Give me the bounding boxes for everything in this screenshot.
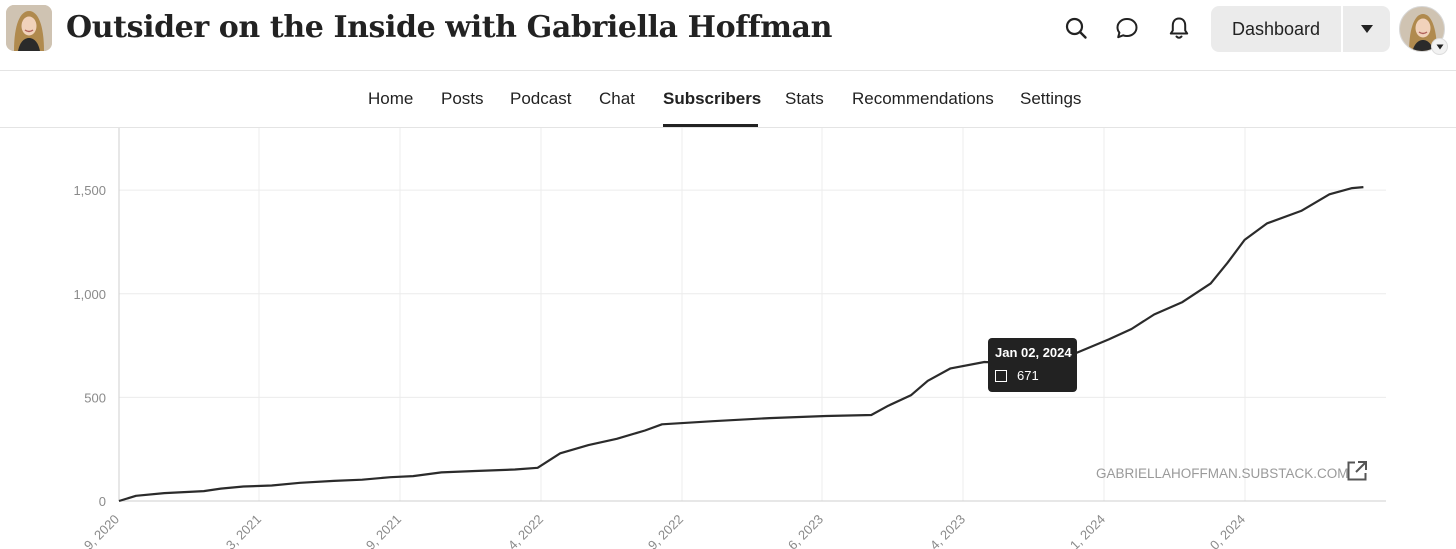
- top-header: Outsider on the Inside with Gabriella Ho…: [0, 0, 1456, 71]
- publication-logo[interactable]: [6, 5, 52, 51]
- y-tick-label: 1,500: [73, 183, 106, 198]
- x-tick-label: 3, 2021: [223, 512, 264, 549]
- tooltip-swatch: [995, 370, 1007, 382]
- publication-title[interactable]: Outsider on the Inside with Gabriella Ho…: [66, 10, 832, 45]
- active-tab-indicator: [663, 124, 758, 127]
- x-tick-label: 4, 2023: [927, 512, 968, 549]
- tab-podcast[interactable]: Podcast: [510, 89, 572, 108]
- external-link-icon[interactable]: [1345, 459, 1369, 483]
- tab-home[interactable]: Home: [368, 89, 414, 108]
- bell-icon[interactable]: [1165, 14, 1193, 42]
- search-icon[interactable]: [1062, 14, 1090, 42]
- y-tick-label: 500: [84, 390, 106, 405]
- tab-chat[interactable]: Chat: [599, 89, 635, 108]
- tab-recommendations[interactable]: Recommendations: [852, 89, 994, 108]
- x-tick-label: 9, 2022: [645, 512, 686, 549]
- avatar-caret-icon[interactable]: [1431, 38, 1448, 55]
- x-tick-label: 0, 2024: [1207, 512, 1248, 549]
- x-tick-label: 6, 2023: [785, 512, 826, 549]
- dashboard-button[interactable]: Dashboard: [1211, 6, 1341, 52]
- x-tick-label: 9, 2021: [363, 512, 404, 549]
- subscriber-series-line: [118, 186, 1364, 503]
- x-tick-label: 1, 2024: [1067, 512, 1108, 549]
- chart-tooltip: Jan 02, 2024 671: [988, 338, 1077, 392]
- dashboard-nav: Home Posts Podcast Chat Subscribers Stat…: [0, 71, 1456, 128]
- caret-down-icon: [1360, 25, 1373, 33]
- tab-subscribers[interactable]: Subscribers: [663, 89, 762, 108]
- subscriber-chart: 0 500 1,000 1,500 9, 2020 3, 2021 9, 2021 4, 20…: [0, 128, 1456, 549]
- tab-posts[interactable]: Posts: [441, 89, 484, 108]
- x-tick-label: 4, 2022: [505, 512, 546, 549]
- chat-bubble-icon[interactable]: [1113, 14, 1141, 42]
- tab-stats[interactable]: Stats: [785, 89, 824, 108]
- tab-settings[interactable]: Settings: [1020, 89, 1082, 108]
- x-tick-label: 9, 2020: [81, 512, 122, 549]
- y-tick-label: 0: [99, 494, 106, 509]
- dashboard-menu-button[interactable]: [1343, 6, 1390, 52]
- y-tick-label: 1,000: [73, 287, 106, 302]
- tooltip-date: Jan 02, 2024: [995, 345, 1072, 360]
- tooltip-value: 671: [1017, 368, 1039, 383]
- chart-svg: 0 500 1,000 1,500 9, 2020 3, 2021 9, 2021 4, 20…: [73, 128, 1386, 549]
- user-avatar[interactable]: [1399, 6, 1445, 52]
- publication-watermark: GABRIELLAHOFFMAN.SUBSTACK.COM: [1096, 466, 1349, 481]
